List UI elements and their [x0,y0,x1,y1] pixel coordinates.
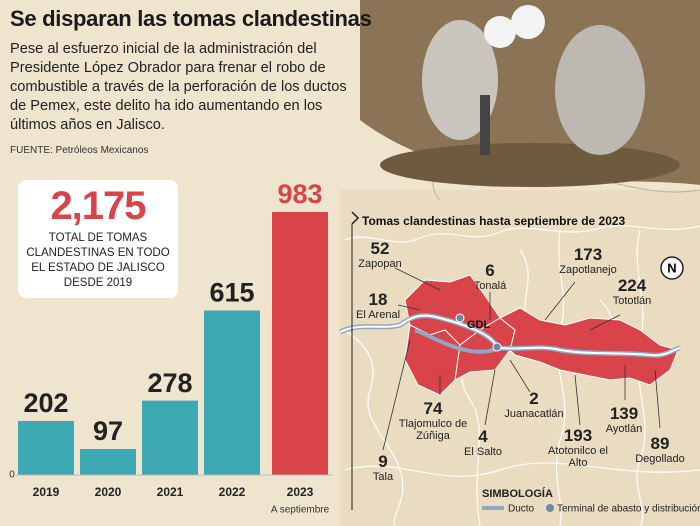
municipality-value: 4 [478,427,488,446]
municipality-label: 4 El Salto [458,427,508,459]
description: Pese al esfuerzo inicial de la administr… [10,41,347,133]
legend-terminal [546,504,554,512]
bar [18,420,74,475]
municipality-label: 2 Juanacatlán [499,389,569,421]
value-label: 278 [147,368,192,398]
total-box: 2,175 TOTAL DE TOMAS CLANDESTINAS EN TOD… [18,180,178,298]
municipality-value: 89 [650,434,670,453]
municipality-label: 9 Tala [363,452,403,484]
municipality-name: Zapotlanejo [559,264,617,276]
terminal [455,313,465,323]
bar [142,400,198,475]
y-tick-label: 0 [9,470,15,481]
municipality-name: Tonalá [473,280,507,292]
category-note: A septiembre [271,505,330,516]
bar [80,449,136,475]
municipality-label: 18 El Arenal [348,290,408,322]
municipality-label: 193 Atotonilco el Alto [543,426,613,470]
pipeline-inner [339,314,681,357]
total-label: TOTAL DE TOMAS CLANDESTINAS EN TODO EL E… [26,232,170,289]
x-tick-label: 2021 [157,485,184,499]
x-tick-label: 2023 [287,485,314,499]
municipality-label: 89 Degollado [630,434,690,466]
municipality-name: Atotonilco el Alto [548,445,608,469]
title: Se disparan las tomas clandestinas [10,6,372,31]
municipality-name: Juanacatlán [504,408,564,420]
municipality-label: 224 Tototlán [602,276,662,308]
value-label: 97 [93,416,123,446]
legend-title: SIMBOLOGÍA [482,487,553,500]
value-label: 202 [23,388,68,418]
north-circle [660,256,684,280]
municipality-name: El Salto [464,446,502,458]
legend-item: Terminal de abasto y distribución [557,504,700,515]
bar [272,212,328,476]
value-label: 983 [277,179,322,209]
municipality-value: 139 [609,404,639,423]
municipality-value: 18 [368,290,388,309]
municipality-label: 74 Tlajomulco de Zúñiga [398,399,468,443]
north-label: N [667,260,676,275]
x-tick-label: 2020 [95,485,122,499]
x-tick-label: 2019 [33,485,60,499]
municipality-value: 2 [529,389,539,408]
municipality-label: 139 Ayotlán [599,404,649,436]
municipality-label: 6 Tonalá [465,261,515,293]
municipality-value: 52 [370,239,390,258]
municipality-name: Tala [372,471,394,483]
city-label: GDL [467,319,491,331]
bar [204,310,260,475]
photo [360,0,700,187]
leader-lines [382,267,661,451]
municipality-name: Ayotlán [605,423,643,435]
municipality-name: Zapopan [358,258,402,270]
source: FUENTE: Petróleos Mexicanos [10,145,149,156]
municipality-label: 173 Zapotlanejo [548,245,628,277]
terminal [492,342,502,352]
municipality-value: 6 [485,261,495,280]
municipality-name: Degollado [635,453,685,465]
total-value: 2,175 [50,184,146,228]
municipality-value: 74 [423,399,443,418]
bracket [351,211,360,225]
municipality-value: 173 [573,245,603,264]
x-tick-label: 2022 [219,485,246,499]
municipality-name: Tototlán [612,295,652,307]
map-title: Tomas clandestinas hasta septiembre de 2… [362,214,626,228]
municipality-label: 52 Zapopan [350,239,410,271]
municipality-name: El Arenal [355,309,401,321]
municipality-value: 193 [563,426,593,445]
municipality-name: Tlajomulco de Zúñiga [398,418,468,442]
municipality-value: 9 [378,452,388,471]
value-label: 615 [209,278,254,308]
municipality-value: 224 [617,276,647,295]
legend-item: Ducto [508,504,535,515]
pipeline-branch [414,328,501,354]
